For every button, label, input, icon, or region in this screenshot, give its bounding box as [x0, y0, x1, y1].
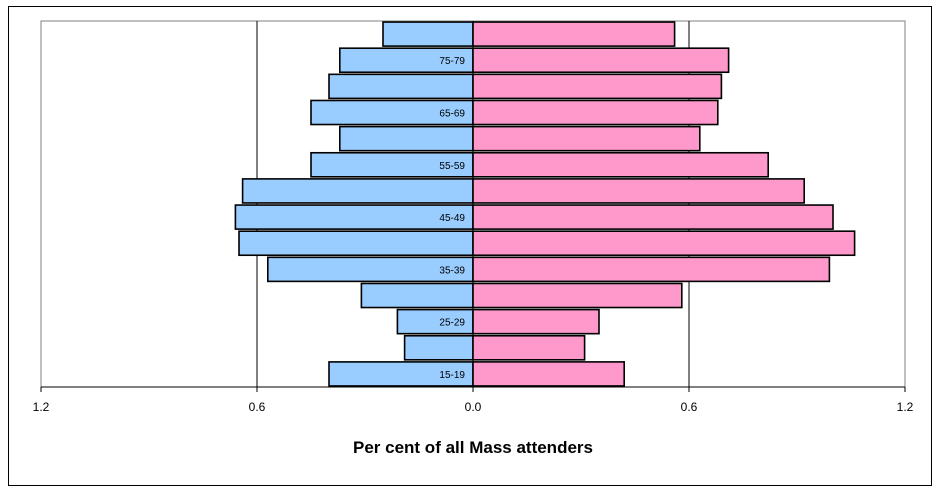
- x-tick-label: 0.0: [465, 400, 482, 414]
- bar-right-65-69: [472, 99, 719, 126]
- bars: [234, 21, 856, 387]
- category-label: 75-79: [439, 56, 465, 67]
- bar-left-80-84: [382, 21, 474, 47]
- category-label: 45-49: [439, 213, 465, 224]
- category-label: 15-19: [439, 370, 465, 381]
- bar-left-35-39: [266, 256, 474, 283]
- bar-right-70-74: [472, 73, 723, 100]
- bar-right-35-39: [472, 256, 831, 283]
- bar-left-40-44: [238, 230, 474, 257]
- bar-right-25-29: [472, 308, 600, 335]
- bar-right-75-79: [472, 47, 730, 74]
- bar-left-65-69: [310, 99, 474, 126]
- bar-right-45-49: [472, 204, 834, 230]
- bar-right-15-19: [472, 361, 625, 387]
- x-tick-label: 0.6: [249, 400, 266, 414]
- x-tick-label: 1.2: [897, 400, 914, 414]
- category-label: 25-29: [439, 318, 465, 329]
- bar-right-30-34: [472, 282, 683, 309]
- bar-left-30-34: [360, 282, 474, 309]
- bar-left-20-24: [403, 334, 474, 361]
- bar-left-75-79: [338, 47, 474, 74]
- bar-right-55-59: [472, 151, 770, 178]
- bar-left-60-64: [338, 125, 474, 152]
- bar-left-55-59: [310, 151, 474, 178]
- bar-left-45-49: [234, 204, 474, 230]
- bar-left-25-29: [396, 308, 474, 335]
- x-axis: 1.2 0.6 0.0 0.6 1.2: [33, 21, 914, 414]
- category-labels: 15-19 25-29 35-39 45-49 55-59 65-69 75-79: [439, 56, 465, 381]
- x-tick-label: 1.2: [33, 400, 50, 414]
- category-label: 35-39: [439, 265, 465, 276]
- bar-right-20-24: [472, 334, 586, 361]
- category-label: 55-59: [439, 161, 465, 172]
- bar-right-50-54: [472, 178, 806, 204]
- bar-right-40-44: [472, 230, 856, 257]
- bar-right-60-64: [472, 125, 701, 152]
- x-tick-label: 0.6: [681, 400, 698, 414]
- category-label: 65-69: [439, 109, 465, 120]
- bar-left-70-74: [328, 73, 474, 100]
- bar-left-50-54: [241, 178, 474, 204]
- bar-right-80-84: [472, 21, 676, 47]
- x-axis-title: Per cent of all Mass attenders: [353, 438, 593, 457]
- chart-frame: 1.2 0.6 0.0 0.6 1.2 15-19 25-29 35-39 45-49 55-5…: [8, 6, 932, 486]
- population-pyramid-chart: 1.2 0.6 0.0 0.6 1.2 15-19 25-29 35-39 45-49 55-5…: [33, 20, 914, 457]
